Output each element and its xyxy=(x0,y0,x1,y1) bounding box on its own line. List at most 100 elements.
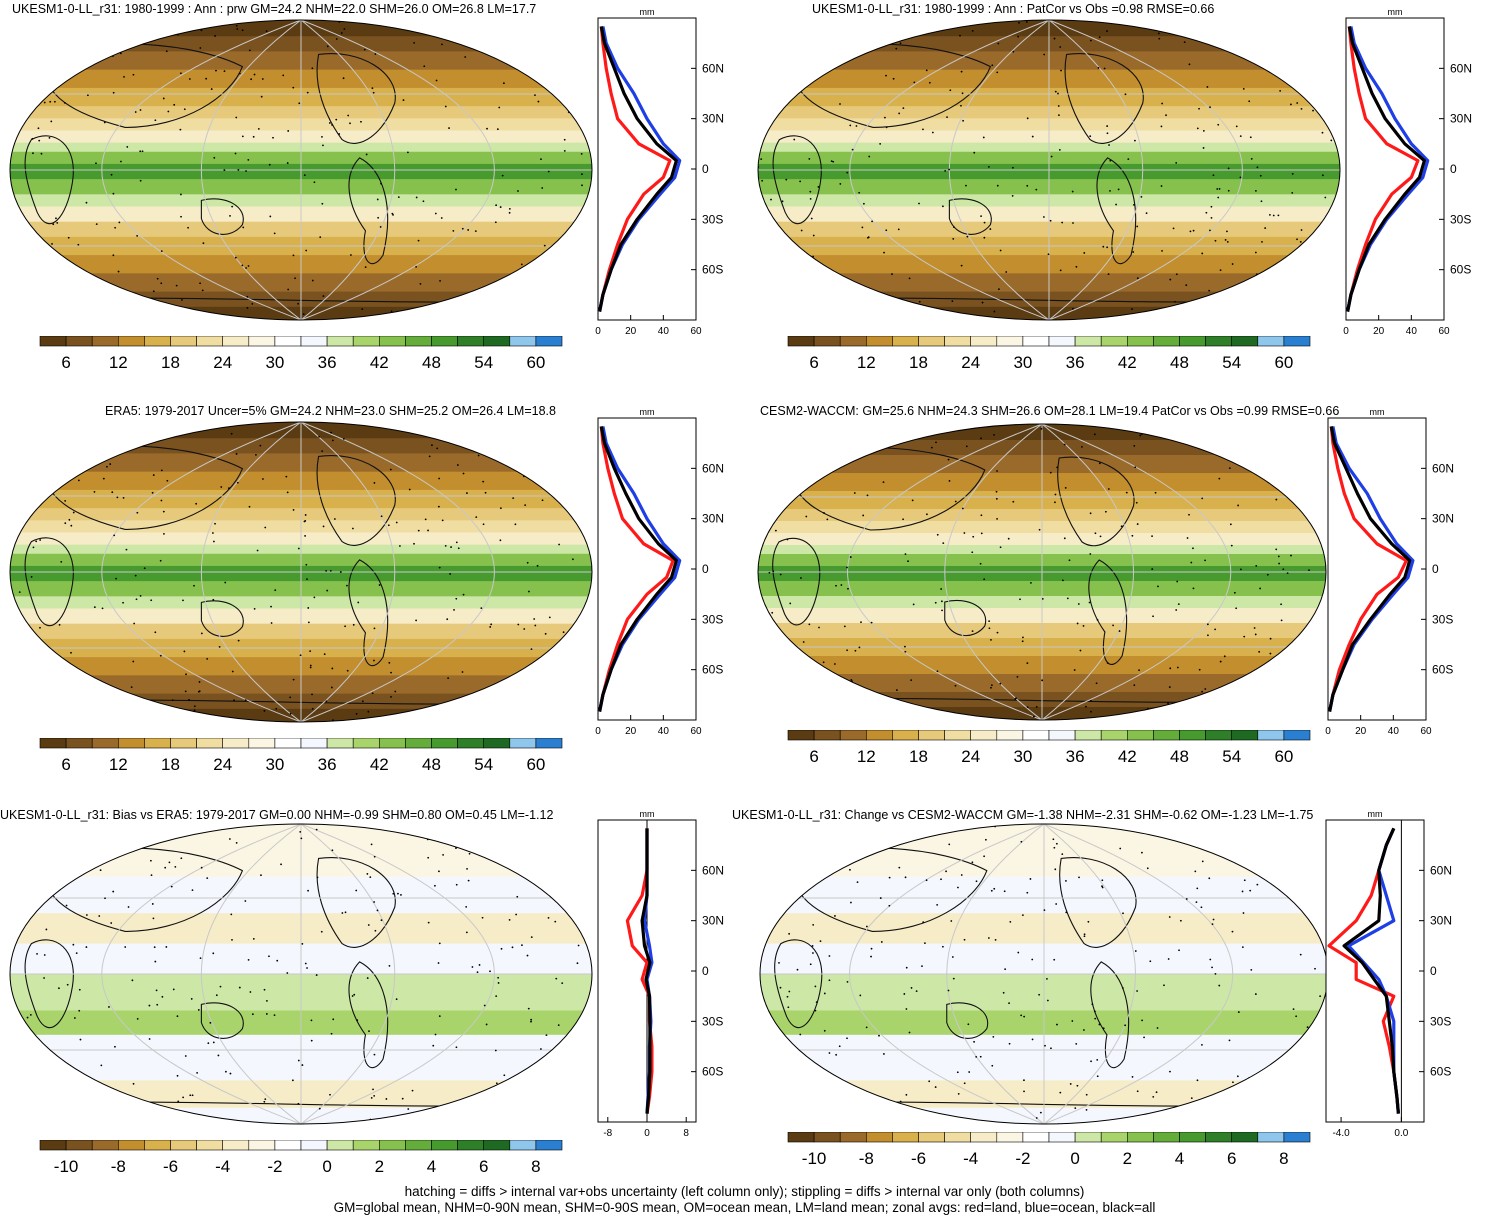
colorbar-label: 54 xyxy=(474,353,493,372)
stipple-dot xyxy=(1250,157,1253,160)
stipple-dot xyxy=(1136,225,1139,228)
lat-tick-label: 30N xyxy=(702,512,724,526)
stipple-dot xyxy=(1157,585,1159,588)
stipple-dot xyxy=(1132,251,1135,253)
stipple-dot xyxy=(1296,102,1299,104)
stipple-dot xyxy=(211,825,214,828)
stipple-dot xyxy=(544,632,547,635)
colorbar-swatch xyxy=(65,336,93,347)
stipple-dot xyxy=(879,897,882,899)
stipple-dot xyxy=(1188,513,1190,516)
stipple-dot xyxy=(1119,847,1122,850)
stipple-dot xyxy=(1239,46,1242,48)
stipple-dot xyxy=(904,645,906,648)
stipple-dot xyxy=(385,720,388,722)
stipple-dot xyxy=(828,979,831,982)
stipple-dot xyxy=(1198,107,1200,110)
stipple-dot xyxy=(1072,307,1074,310)
stipple-dot xyxy=(1085,1108,1088,1111)
stipple-dot xyxy=(223,169,226,171)
colorbar-swatch xyxy=(944,730,972,741)
x-tick-label: 40 xyxy=(1388,726,1400,737)
stipple-dot xyxy=(427,921,430,924)
stipple-dot xyxy=(161,995,164,998)
stipple-dot xyxy=(544,1081,547,1084)
stipple-dot xyxy=(547,170,550,173)
zonal-line-land xyxy=(1328,426,1409,712)
colorbar-swatch xyxy=(457,738,485,749)
colorbar-label: 30 xyxy=(265,353,284,372)
stipple-dot xyxy=(217,1054,220,1057)
colorbar-label: 8 xyxy=(1279,1149,1288,1168)
stipple-dot xyxy=(29,1014,32,1016)
stipple-dot xyxy=(1059,1091,1062,1094)
stipple-dot xyxy=(768,571,771,574)
stipple-dot xyxy=(541,187,544,189)
stipple-dot xyxy=(545,838,548,841)
stipple-dot xyxy=(518,1076,521,1079)
stipple-dot xyxy=(269,215,272,218)
zonal-units-label: mm xyxy=(640,7,655,17)
stipple-dot xyxy=(1242,88,1245,90)
stipple-dot xyxy=(263,710,266,712)
colorbar-swatch xyxy=(91,336,119,347)
stipple-dot xyxy=(545,273,547,276)
colorbar-swatch xyxy=(248,336,276,347)
stipple-dot xyxy=(499,539,502,542)
stipple-dot xyxy=(999,249,1002,252)
lat-tick-label: 60S xyxy=(702,1065,723,1079)
stipple-dot xyxy=(75,306,78,309)
stipple-dot xyxy=(1223,655,1226,658)
stipple-dot xyxy=(1106,662,1109,664)
stipple-dot xyxy=(234,152,237,155)
stipple-dot xyxy=(235,841,238,844)
stipple-dot xyxy=(814,985,817,988)
stipple-dot xyxy=(805,515,808,518)
stipple-dot xyxy=(441,519,444,522)
stipple-dot xyxy=(773,112,776,114)
stipple-dot xyxy=(85,946,88,948)
colorbar-swatch xyxy=(1257,336,1285,347)
stipple-dot xyxy=(1201,497,1204,500)
stipple-dot xyxy=(1056,1023,1058,1026)
stipple-dot xyxy=(471,46,474,48)
stipple-dot xyxy=(81,681,84,684)
stipple-dot xyxy=(1138,669,1140,672)
stipple-dot xyxy=(321,450,324,453)
stipple-dot xyxy=(490,623,493,626)
meridian-line xyxy=(101,422,302,722)
stipple-dot xyxy=(42,713,45,716)
colorbar-label: 18 xyxy=(161,755,180,774)
stipple-dot xyxy=(307,621,310,624)
stipple-dot xyxy=(428,455,431,458)
lat-tick-label: 30N xyxy=(702,914,724,928)
stipple-dot xyxy=(85,201,88,204)
stipple-dot xyxy=(344,625,347,628)
stipple-dot xyxy=(779,573,782,576)
stipple-dot xyxy=(1324,196,1327,199)
stipple-dot xyxy=(1269,652,1272,655)
colorbar-swatch xyxy=(535,738,563,749)
map-panel-5 xyxy=(9,823,593,1126)
stipple-dot xyxy=(1155,1091,1158,1094)
stipple-dot xyxy=(304,514,307,516)
stipple-dot xyxy=(364,266,367,269)
stipple-dot xyxy=(1082,625,1085,627)
stipple-dot xyxy=(304,535,306,537)
stipple-dot xyxy=(139,1125,141,1126)
stipple-dot xyxy=(77,479,80,482)
stipple-dot xyxy=(67,686,69,688)
stipple-dot xyxy=(297,1059,300,1062)
meridian-line xyxy=(1043,824,1234,1124)
meridian-line xyxy=(300,824,396,1124)
stipple-dot xyxy=(961,92,964,95)
stipple-dot xyxy=(276,959,279,962)
stipple-dot xyxy=(957,886,959,889)
stipple-dot xyxy=(132,660,135,663)
stipple-dot xyxy=(160,499,163,502)
stipple-dot xyxy=(184,690,187,693)
stipple-dot xyxy=(1109,426,1112,428)
stipple-dot xyxy=(1236,37,1239,39)
stipple-dot xyxy=(1049,219,1052,222)
